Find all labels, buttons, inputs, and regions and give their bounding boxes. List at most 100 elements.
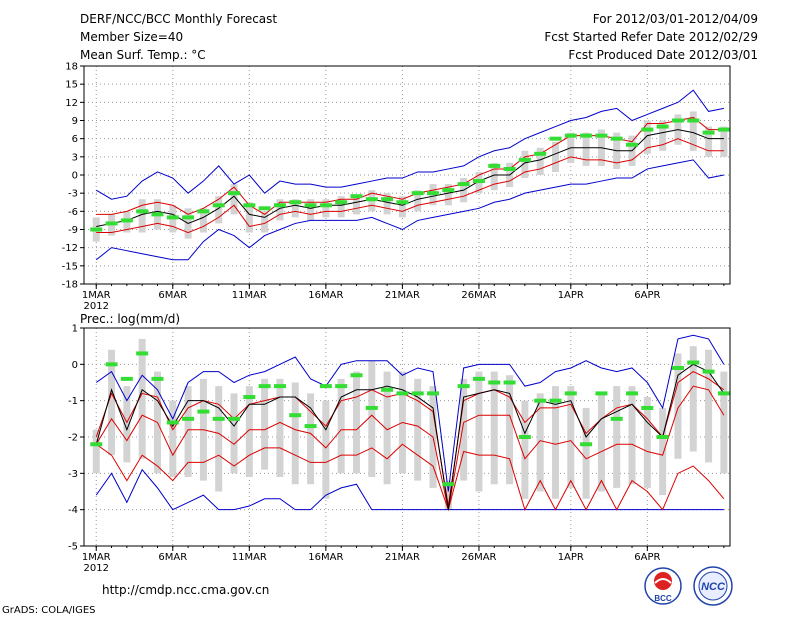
precip-xtick-label: 26MAR: [461, 552, 496, 563]
precip-spread-bar: [536, 393, 544, 492]
precip-spread-bar: [628, 386, 636, 485]
temp-spread-bar: [245, 202, 253, 233]
precip-ytick-label: -1: [68, 396, 78, 407]
precip-observed-marker: [641, 405, 654, 410]
temp-xtick-label: 1MAR: [82, 290, 111, 301]
temp-xtick-label: 1APR: [558, 290, 584, 301]
precip-observed-marker: [105, 362, 118, 367]
temp-spread-bar: [643, 120, 651, 154]
temp-min-line: [95, 159, 724, 261]
temp-spread-bar: [337, 196, 345, 218]
temp-spread-bar: [199, 208, 207, 233]
temp-ytick-label: -18: [62, 280, 78, 291]
temp-spread-bar: [659, 120, 667, 151]
precip-spread-bar: [215, 386, 223, 492]
temp-observed-marker: [166, 215, 179, 220]
precip-label: Prec.: log(mm/d): [80, 312, 181, 326]
temp-observed-marker: [381, 197, 394, 202]
precip-observed-marker: [610, 416, 623, 421]
precip-spread-bar: [261, 378, 269, 470]
temp-observed-marker: [258, 206, 271, 211]
precip-spread-bar: [322, 400, 330, 499]
member-size: Member Size=40: [80, 30, 184, 44]
temp-spread-bar: [398, 196, 406, 218]
precip-observed-marker: [136, 351, 149, 356]
temp-observed-marker: [335, 200, 348, 205]
temp-spread-bar: [322, 199, 330, 218]
temp-observed-marker: [687, 118, 700, 123]
source-url: http://cmdp.ncc.cma.gov.cn: [102, 583, 270, 597]
precip-observed-marker: [197, 409, 210, 414]
temp-observed-marker: [197, 209, 210, 214]
temp-spread-bar: [215, 196, 223, 224]
temp-spread-bar: [230, 184, 238, 215]
precip-spread-bar: [490, 371, 498, 485]
precip-observed-marker: [289, 413, 302, 418]
precip-spread-bar: [414, 378, 422, 481]
precip-observed-marker: [182, 416, 195, 421]
temp-observed-marker: [488, 163, 501, 168]
temp-observed-marker: [503, 166, 516, 171]
temp-observed-marker: [319, 203, 332, 208]
temp-spread-bar: [720, 126, 728, 157]
temp-observed-marker: [427, 191, 440, 196]
temp-xtick-label: 21MAR: [385, 290, 420, 301]
precip-spread-bar: [475, 371, 483, 492]
precip-p5-line: [95, 443, 725, 512]
precip-ytick-label: -5: [68, 542, 78, 553]
temp-observed-marker: [457, 182, 470, 187]
precip-observed-marker: [671, 365, 684, 370]
precip-observed-marker: [427, 391, 440, 396]
temp-ytick-label: -9: [68, 225, 78, 236]
precip-spread-bar: [582, 407, 590, 499]
precip-ytick-label: -2: [68, 433, 78, 444]
temp-spread-bar: [551, 141, 559, 172]
temp-xtick-label: 16MAR: [308, 290, 343, 301]
precip-xtick-label: 6APR: [634, 552, 660, 563]
temp-observed-marker: [518, 157, 531, 162]
precip-spread-bar: [705, 349, 713, 463]
precip-xtick-label: 16MAR: [308, 552, 343, 563]
fcst-started-date: Fcst Started Refer Date 2012/02/29: [544, 30, 758, 44]
temp-spread-bar: [414, 190, 422, 212]
precip-p10-line: [95, 385, 725, 510]
temp-spread-bar: [352, 196, 360, 215]
temp-spread-bar: [444, 184, 452, 206]
precip-observed-marker: [488, 380, 501, 385]
precip-observed-marker: [166, 420, 179, 425]
precip-max-line: [95, 334, 725, 492]
temp-ytick-label: 12: [65, 98, 78, 109]
precip-mean-line: [95, 363, 725, 510]
temp-ytick-label: -6: [68, 207, 78, 218]
temp-observed-marker: [595, 133, 608, 138]
precip-observed-marker: [656, 435, 669, 439]
precip-spread-bar: [108, 349, 116, 456]
temp-xtick-label: 11MAR: [232, 290, 267, 301]
precip-observed-marker: [365, 405, 378, 410]
temp-spread-bar: [138, 199, 146, 233]
temp-observed-marker: [365, 197, 378, 202]
temp-observed-marker: [671, 118, 684, 123]
precip-spread-bar: [460, 378, 468, 481]
precip-xtick-label: 21MAR: [385, 552, 420, 563]
temp-observed-marker: [717, 127, 730, 132]
precip-min-line: [95, 468, 724, 511]
precip-spread-bar: [383, 371, 391, 485]
precip-spread-bar: [444, 480, 452, 510]
temp-observed-marker: [610, 136, 623, 141]
temp-spread-bar: [490, 162, 498, 191]
precip-observed-marker: [228, 416, 241, 421]
precip-spread-bar: [307, 393, 315, 485]
temp-spread-bar: [705, 126, 713, 157]
chart-title: DERF/NCC/BCC Monthly Forecast: [80, 12, 278, 26]
precip-observed-marker: [503, 380, 516, 385]
precip-observed-marker: [381, 387, 394, 392]
temp-spread-bar: [383, 193, 391, 215]
precip-spread-bar: [276, 378, 284, 477]
temp-observed-marker: [105, 221, 118, 226]
precip-observed-marker: [457, 384, 470, 389]
precip-spread-bar: [138, 338, 146, 459]
precip-observed-marker: [702, 369, 715, 374]
precip-observed-marker: [243, 395, 256, 400]
